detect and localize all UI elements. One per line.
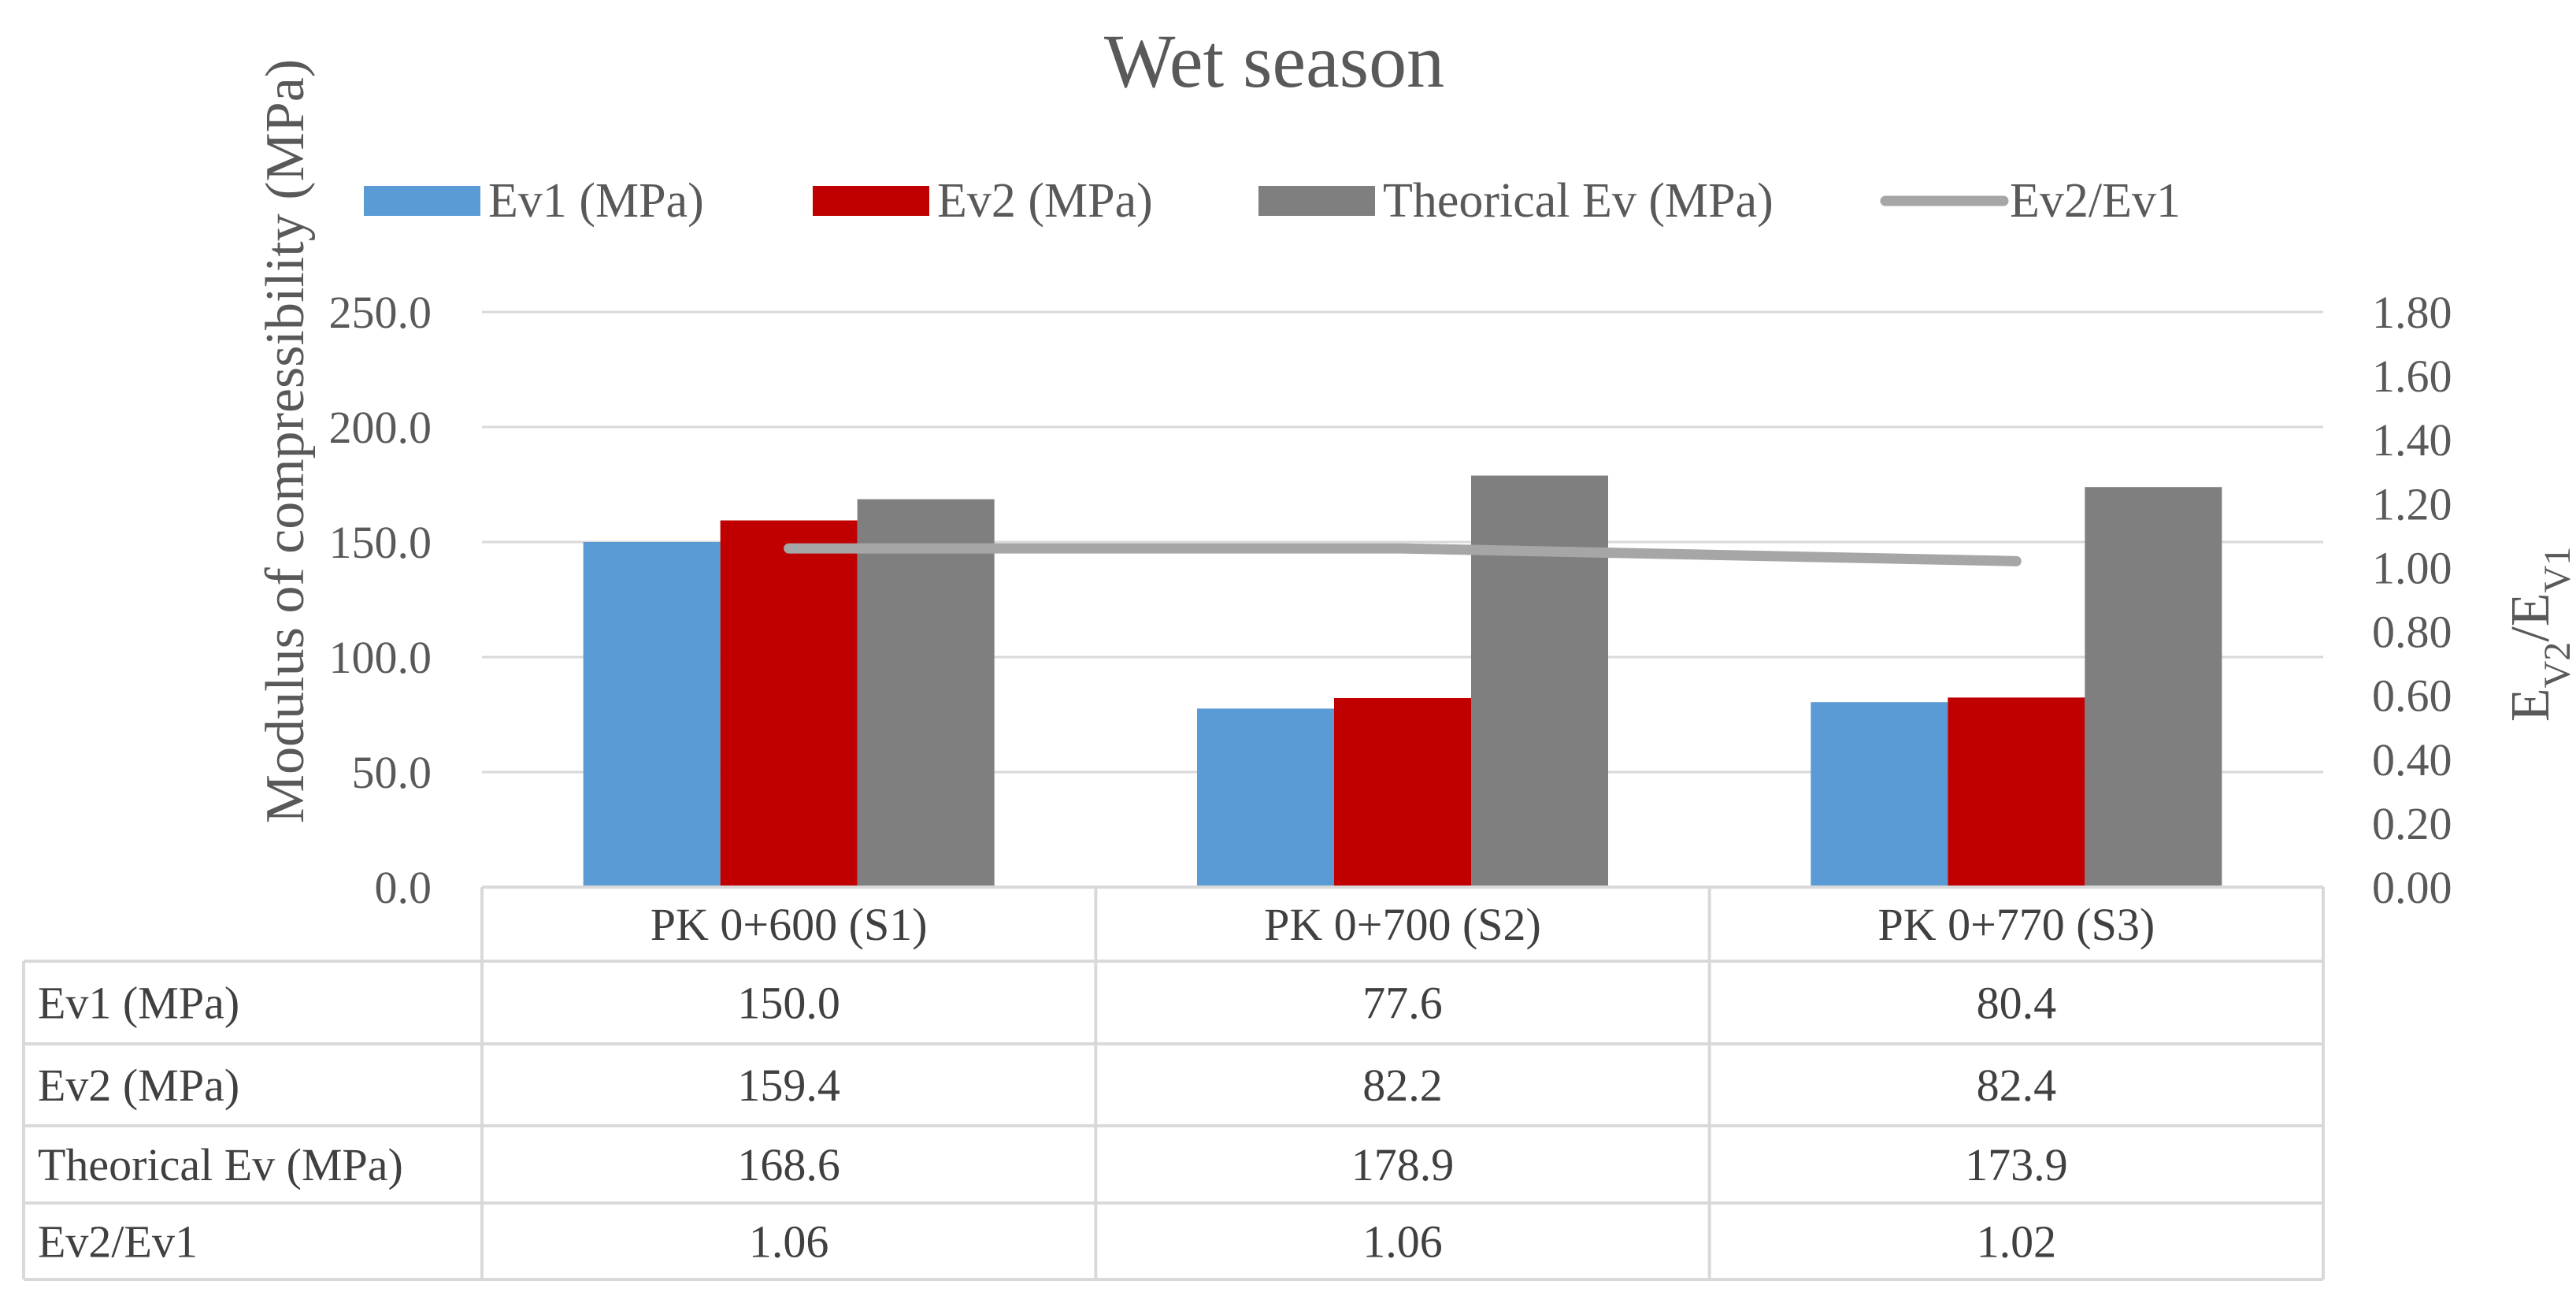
y2-tick-label: 0.40 [2372, 734, 2452, 785]
bar-ev1-mpa-3 [1811, 702, 1948, 887]
table-cell-theorical-ev-mpa-3: 173.9 [1965, 1139, 2068, 1190]
y2-tick-label: 0.60 [2372, 670, 2452, 722]
y-axis-label: Modulus of compressibility (MPa) [255, 59, 316, 823]
chart-title: Wet season [1104, 19, 1444, 103]
bar-theorical-ev-mpa-3 [2085, 487, 2222, 887]
bar-ev2-mpa-2 [1334, 697, 1471, 887]
data-table: PK 0+600 (S1) PK 0+700 (S2) PK 0+770 (S3) E… [22, 886, 2325, 1281]
legend-label-ev2-mpa: Ev2 (MPa) [937, 174, 1153, 228]
line-ev2-ev1 [784, 543, 2022, 566]
legend-swatch-theorical-ev-mpa [1258, 186, 1375, 216]
bar-ev2-mpa-3 [1948, 697, 2085, 887]
category-label-2: PK 0+700 (S2) [1264, 899, 1541, 950]
table-cell-theorical-ev-mpa-2: 178.9 [1351, 1139, 1455, 1190]
y-tick-label: 50.0 [352, 747, 432, 798]
y2-axis-label: EV2/EV1 [2500, 547, 2576, 722]
table-cell-ev2-ev1-3: 1.02 [1977, 1216, 2057, 1268]
y2-tick-label: 0.80 [2372, 607, 2452, 658]
y-axis-ticks: 0.0 50.0 100.0 150.0 200.0 250.0 [329, 287, 432, 913]
y-tick-label: 0.0 [375, 862, 432, 913]
category-label-3: PK 0+770 (S3) [1877, 899, 2155, 950]
table-row-header-ev2-mpa: Ev2 (MPa) [38, 1060, 239, 1111]
y-tick-label: 250.0 [329, 287, 432, 338]
bar-ev2-mpa-1 [720, 520, 858, 887]
legend-label-theorical-ev-mpa: Theorical Ev (MPa) [1383, 174, 1774, 228]
table-row-header-ev2-ev1: Ev2/Ev1 [38, 1216, 198, 1268]
legend-swatch-ev2-mpa [813, 186, 929, 216]
table-cell-ev2-mpa-1: 159.4 [737, 1060, 840, 1111]
table-cell-ev2-ev1-2: 1.06 [1362, 1216, 1443, 1268]
legend-label-ev1-mpa: Ev1 (MPa) [488, 174, 704, 228]
legend: Ev1 (MPa) Ev2 (MPa) Theorical Ev (MPa) Ev2/… [364, 174, 2181, 228]
ratio-line-series [784, 543, 2022, 566]
y2-axis-ticks: 0.00 0.20 0.40 0.60 0.80 1.00 1.20 1.40 1.60 1.80 [2372, 287, 2452, 913]
y-tick-label: 150.0 [329, 517, 432, 568]
y2-tick-label: 1.20 [2372, 478, 2452, 529]
bar-ev1-mpa-1 [583, 542, 721, 887]
y2-tick-label: 0.00 [2372, 862, 2452, 913]
legend-label-ev2-ev1: Ev2/Ev1 [2010, 174, 2181, 228]
table-cell-ev2-mpa-2: 82.2 [1362, 1060, 1443, 1111]
table-cell-ev2-ev1-1: 1.06 [749, 1216, 829, 1268]
table-cell-ev1-mpa-2: 77.6 [1362, 978, 1443, 1029]
table-row-header-ev1-mpa: Ev1 (MPa) [38, 978, 239, 1029]
y2-tick-label: 1.00 [2372, 542, 2452, 593]
y-tick-label: 100.0 [329, 632, 432, 683]
legend-swatch-ev1-mpa [364, 186, 480, 216]
table-cell-ev2-mpa-3: 82.4 [1977, 1060, 2057, 1111]
y2-tick-label: 1.40 [2372, 414, 2452, 466]
table-cell-ev1-mpa-1: 150.0 [737, 978, 840, 1029]
category-label-1: PK 0+600 (S1) [650, 899, 928, 950]
bars [583, 475, 2222, 887]
y2-tick-label: 1.80 [2372, 287, 2452, 338]
table-cell-ev1-mpa-3: 80.4 [1977, 978, 2057, 1029]
y-tick-label: 200.0 [329, 402, 432, 453]
y2-tick-label: 1.60 [2372, 351, 2452, 402]
y2-tick-label: 0.20 [2372, 798, 2452, 849]
bar-theorical-ev-mpa-1 [857, 499, 995, 887]
bar-theorical-ev-mpa-2 [1471, 475, 1608, 887]
table-row-header-theorical-ev-mpa: Theorical Ev (MPa) [38, 1139, 403, 1190]
bar-ev1-mpa-2 [1197, 708, 1334, 887]
table-cell-theorical-ev-mpa-1: 168.6 [737, 1139, 840, 1190]
